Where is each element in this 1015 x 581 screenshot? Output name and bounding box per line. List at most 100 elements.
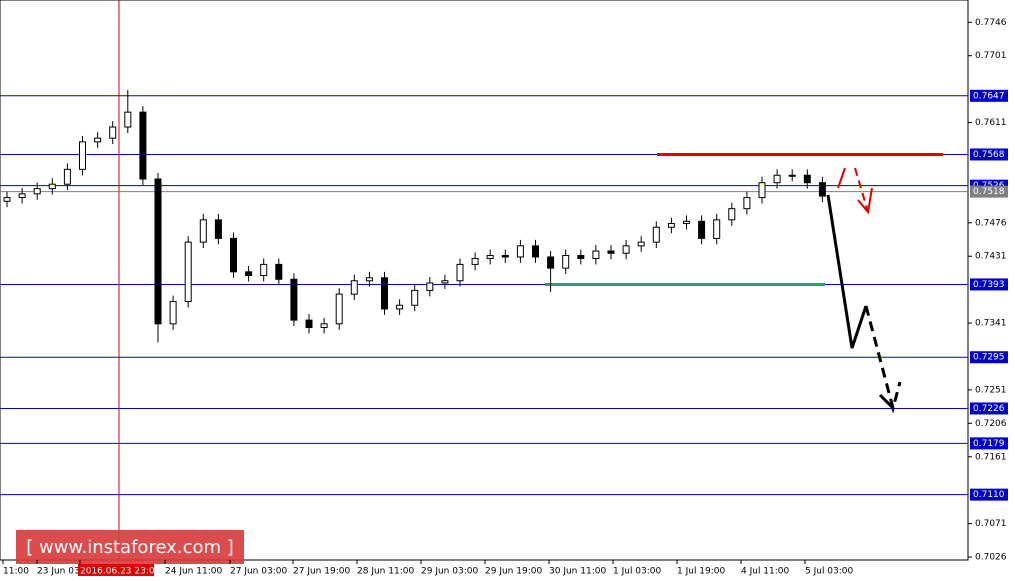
candle-body <box>486 254 494 259</box>
candle-body <box>516 245 524 258</box>
candle-body <box>547 256 555 269</box>
candle-body <box>154 178 162 325</box>
forecast-solid <box>826 194 868 349</box>
level-label: 0.7179 <box>973 439 1005 449</box>
x-tick-label: 30 Jun 11:00 <box>549 567 606 577</box>
y-tick-label: 0.7431 <box>975 252 1007 262</box>
x-tick-label: 5 Jul 03:00 <box>805 567 854 577</box>
candle-body <box>456 263 464 282</box>
watermark-text: [ www.instaforex.com ] <box>26 537 234 558</box>
x-tick-label: 24 Jun 11:00 <box>165 567 222 577</box>
y-tick-label: 0.7746 <box>975 18 1007 28</box>
x-tick-label: 4 Jul 11:00 <box>741 567 790 577</box>
y-tick-label: 0.7341 <box>975 319 1007 329</box>
x-tick-label: 11:00 <box>3 567 29 577</box>
candle-body <box>758 182 766 199</box>
candle-body <box>818 182 826 197</box>
candle-body <box>667 223 675 228</box>
x-tick-label: 29 Jun 03:00 <box>421 567 478 577</box>
y-tick-label: 0.7251 <box>975 385 1007 395</box>
candle-body <box>743 197 751 210</box>
level-label: 0.7518 <box>973 187 1005 197</box>
level-label-box <box>970 185 1008 198</box>
y-tick-label: 0.7161 <box>975 452 1007 462</box>
level-label-box <box>970 278 1008 291</box>
y-tick-label: 0.7206 <box>975 419 1007 429</box>
candle-body <box>335 293 343 325</box>
candle-body <box>562 254 570 269</box>
candle-body <box>773 174 781 184</box>
candle-body <box>94 137 102 143</box>
candle-body <box>79 141 86 170</box>
candle-body <box>396 304 404 310</box>
x-tick-label: 1 Jul 19:00 <box>677 567 726 577</box>
watermark-box <box>16 530 244 564</box>
candle-body <box>124 111 132 128</box>
candle-body <box>592 250 600 259</box>
candle-body <box>471 257 479 265</box>
candle-body <box>199 219 207 243</box>
y-tick-label: 0.7701 <box>975 51 1007 61</box>
candle-body <box>713 219 721 239</box>
x-tick-label: 29 Jun 19:00 <box>485 567 542 577</box>
candle-body <box>441 280 449 284</box>
arrow-head <box>878 393 895 410</box>
red-arrow-head <box>857 187 873 215</box>
level-label-box <box>970 89 1008 102</box>
level-label-box <box>970 148 1008 161</box>
y-tick-label: 0.7476 <box>975 218 1007 228</box>
candle-body <box>698 220 706 239</box>
candle-body <box>260 263 268 277</box>
candle-body <box>184 241 192 303</box>
cursor-label-box <box>78 564 154 576</box>
candle-body <box>788 174 796 177</box>
level-label: 0.7393 <box>973 280 1005 290</box>
plot-area <box>0 0 969 561</box>
x-tick-label: 27 Jun 03:00 <box>230 567 287 577</box>
candle-body <box>622 245 630 254</box>
level-label: 0.7647 <box>973 91 1005 101</box>
x-tick-label: 23 Jun 03:00 <box>37 567 94 577</box>
candle-body <box>63 168 71 185</box>
candle-body <box>18 193 26 199</box>
candle-body <box>3 197 11 202</box>
candle-body <box>577 254 585 259</box>
candle-body <box>305 319 313 329</box>
candle-body <box>139 111 147 180</box>
level-label: 0.7295 <box>973 353 1005 363</box>
candle-body <box>48 183 56 190</box>
candle-body <box>109 126 117 139</box>
y-tick-label: 0.7026 <box>975 553 1007 563</box>
candle-body <box>33 188 41 195</box>
candle-body <box>501 254 509 258</box>
candle-body <box>652 226 660 243</box>
candle-body <box>532 245 539 258</box>
candle-body <box>637 241 645 247</box>
watermark: [ www.instaforex.com ] <box>16 530 244 564</box>
x-tick-label: 28 Jun 11:00 <box>357 567 414 577</box>
candle-body <box>320 323 328 329</box>
x-tick-label: 2016.06.23 23:00 <box>80 567 161 577</box>
candle-body <box>230 237 237 273</box>
candle-body <box>350 280 358 295</box>
candle-body <box>411 289 419 306</box>
candle-body <box>728 208 736 221</box>
x-tick-label: 1 Jul 03:00 <box>613 567 662 577</box>
level-label: 0.7110 <box>973 490 1005 500</box>
forecast-arrows <box>826 167 902 414</box>
candle-body <box>365 277 373 282</box>
candle-body <box>683 220 690 225</box>
level-label-box <box>970 402 1008 415</box>
y-tick-label: 0.7071 <box>975 519 1007 529</box>
candle-body <box>426 282 434 291</box>
candle-body <box>381 277 388 310</box>
candle-body <box>290 278 298 321</box>
level-label: 0.7226 <box>973 404 1005 414</box>
candle-body <box>169 301 177 325</box>
candle-body <box>275 263 283 280</box>
level-label-box <box>970 488 1008 501</box>
candle-body <box>607 250 615 254</box>
x-tick-label: 27 Jun 19:00 <box>293 567 350 577</box>
red-arrow <box>854 167 869 213</box>
